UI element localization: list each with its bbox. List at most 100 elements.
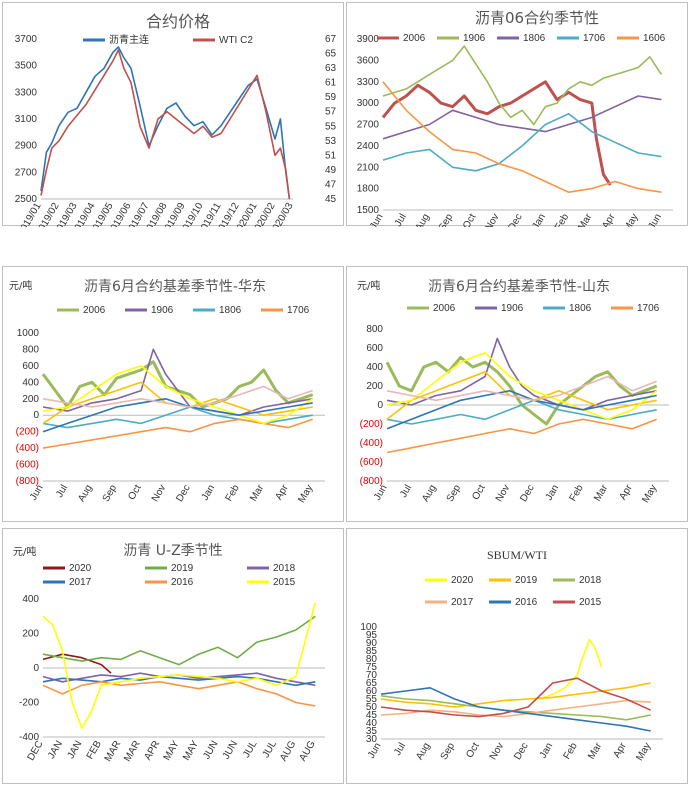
chart-06-seasonality: 沥青06合约季节性 1500 1800 2100 2400 2700 3000 3300 36… <box>357 9 673 227</box>
series-line <box>42 602 317 730</box>
x-tick-label: Sep <box>439 741 458 762</box>
x-tick-label: Dec <box>512 741 530 762</box>
y-tick-label: 1800 <box>357 184 380 195</box>
x-tick-label: APR <box>142 739 162 762</box>
x-tick-label: Feb <box>224 483 242 504</box>
series-line <box>382 81 662 193</box>
x-tick-label: Dec <box>174 483 192 504</box>
x-tick-label: Mar <box>248 482 266 503</box>
x-tick-label: May <box>640 483 659 505</box>
x-tick-label: JUL <box>261 739 280 760</box>
legend-label: 1606 <box>643 33 666 44</box>
y-tick-label: 3600 <box>357 55 380 66</box>
x-tick-label: Mar <box>576 211 594 227</box>
chart-title: 沥青 U-Z季节性 <box>123 543 222 559</box>
y-tick-label: 80 <box>366 654 378 665</box>
x-tick-label: Feb <box>568 483 586 504</box>
y-tick-label: 1500 <box>357 205 380 216</box>
x-tick-label: Nov <box>488 741 506 762</box>
y-tick-label: 1000 <box>17 328 40 339</box>
y-tick-label: (800) <box>16 476 39 487</box>
y2-tick-label: 61 <box>325 78 337 89</box>
legend-label: 1906 <box>463 33 486 44</box>
x-tick-label: Jan <box>538 741 556 760</box>
x-tick-label: AUG <box>278 739 298 763</box>
x-tick-label: JAN <box>46 739 65 761</box>
chart-basis-east: 元/吨 沥青6月合约基差季节性-华东 (800) (600) (400) (200) 0… <box>9 278 325 505</box>
y2-tick-label: 57 <box>325 107 337 118</box>
legend-label: 2017 <box>451 597 474 608</box>
x-tick-label: Feb <box>553 212 571 227</box>
x-tick-label: Jan <box>544 483 562 502</box>
y2-tick-label: 45 <box>325 194 337 205</box>
y-tick-label: 200 <box>22 394 39 405</box>
x-tick-label: Aug <box>420 483 438 504</box>
x-tick-label: JUN <box>221 739 240 761</box>
y2-tick-label: 65 <box>325 49 337 60</box>
y-tick-label: (400) <box>360 438 383 449</box>
x-tick-label: JUN <box>201 739 220 761</box>
series-line <box>42 365 314 425</box>
series-line <box>386 375 657 402</box>
y-tick-label: 100 <box>360 622 377 633</box>
y-tick-label: (400) <box>16 443 39 454</box>
y-tick-label: 2700 <box>357 120 380 131</box>
y2-tick-label: 47 <box>325 179 337 190</box>
x-tick-label: Dec <box>506 212 524 227</box>
x-tick-label: Feb <box>562 741 580 762</box>
x-tick-label: JUL <box>241 739 260 760</box>
chart-title: 沥青6月合约基差季节性-山东 <box>428 278 610 295</box>
chart-title: 合约价格 <box>146 12 210 31</box>
x-tick-label: Apr <box>600 211 618 227</box>
legend-label: WTI C2 <box>219 35 253 46</box>
series-line <box>42 418 313 449</box>
legend-label: 2019 <box>515 575 538 586</box>
y-tick-label: 0 <box>33 410 39 421</box>
legend-label: 1706 <box>287 305 310 316</box>
legend-label: 2018 <box>579 575 602 586</box>
legend-label: 1706 <box>583 33 606 44</box>
y-tick-label: 800 <box>22 344 39 355</box>
y2-tick-label: 59 <box>325 92 337 103</box>
y-tick-label: 600 <box>22 361 39 372</box>
x-tick-label: May <box>622 212 641 227</box>
y-tick-label: 55 <box>366 694 378 705</box>
y2-tick-label: 67 <box>325 34 337 45</box>
x-tick-label: Jul <box>398 483 414 500</box>
x-tick-label: Oct <box>461 212 478 227</box>
y-tick-label: 600 <box>366 343 383 354</box>
y-tick-label: 400 <box>22 594 39 605</box>
y-tick-label: 90 <box>366 638 378 649</box>
y-tick-label: 45 <box>366 710 378 721</box>
x-tick-label: Jul <box>392 741 408 758</box>
y2-tick-label: 49 <box>325 165 337 176</box>
x-tick-label: Apr <box>618 482 636 502</box>
legend-label: 2006 <box>403 33 426 44</box>
x-tick-label: FEB <box>85 739 104 762</box>
x-tick-label: MAY <box>162 739 182 763</box>
x-tick-label: May <box>296 483 315 505</box>
series-line <box>385 356 658 426</box>
y2-tick-label: 63 <box>325 63 337 74</box>
series-line <box>380 682 651 708</box>
y-tick-label: 3700 <box>15 34 38 45</box>
y-tick-label: 95 <box>366 630 378 641</box>
chart-panel-06-seasonality: 沥青06合约季节性 1500 1800 2100 2400 2700 3000 3300 36… <box>346 2 688 227</box>
chart-panel-basis-east: 元/吨 沥青6月合约基差季节性-华东 (800) (600) (400) (200) 0… <box>2 266 344 522</box>
series-line <box>41 360 314 409</box>
series-line <box>386 390 657 430</box>
y-tick-label: 70 <box>366 670 378 681</box>
legend-label: 1806 <box>569 303 592 314</box>
x-tick-label: Oct <box>470 483 487 502</box>
y-tick-label: 85 <box>366 646 378 657</box>
legend-label: 2017 <box>69 577 92 588</box>
series-line <box>42 348 313 416</box>
y-tick-label: 40 <box>366 718 378 729</box>
chart-sbum-wti: SBUM/WTI 3035404550556065707580859095100… <box>360 548 663 763</box>
chart-panel-basis-shandong: 元/吨 沥青6月合约基差季节性-山东 (800) (600) (400) (200) 0… <box>346 266 688 522</box>
series-line <box>381 80 612 186</box>
chart-panel-uz-seasonality: 元/吨 沥青 U-Z季节性 -400 -200 0 200 400 DEC JAN JAN FE… <box>2 528 344 784</box>
y2-tick-label: 55 <box>325 121 337 132</box>
y-tick-label: 3300 <box>15 87 38 98</box>
